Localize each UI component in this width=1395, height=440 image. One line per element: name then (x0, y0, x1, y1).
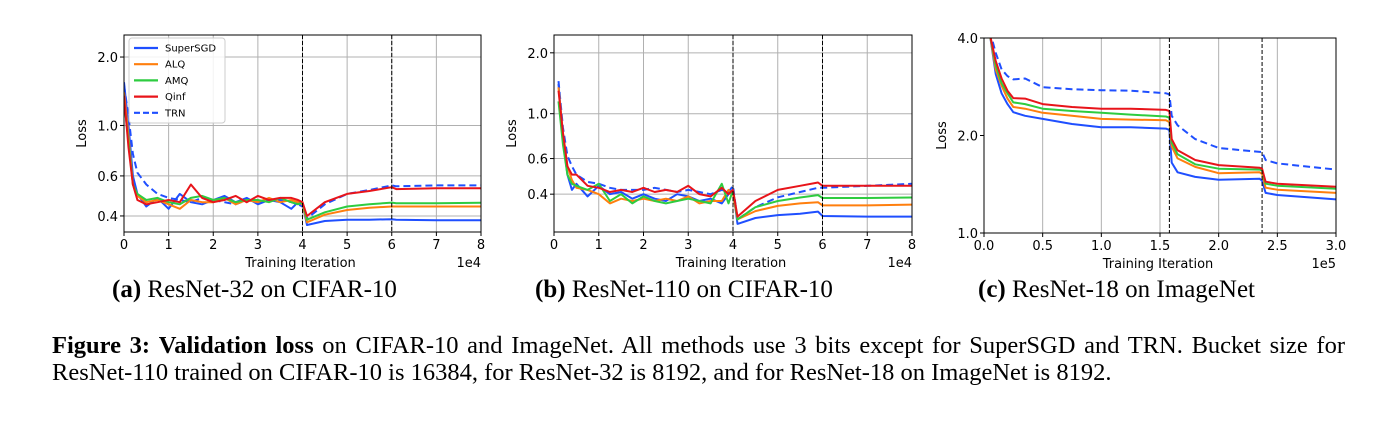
series-group (989, 38, 1336, 201)
chart-a: 0 1 2 3 4 5 6 7 8 0.4 0.6 1.0 2.0 Training Iteration 1… (75, 34, 485, 271)
x-tick-label: 3 (684, 238, 692, 253)
x-tick-label: 1.5 (1150, 239, 1171, 254)
y-tick-label: 2.0 (527, 47, 548, 62)
legend: SuperSGD ALQ AMQ Qinf TRN (128, 37, 226, 124)
legend-label-amq: AMQ (165, 76, 188, 87)
legend-label-supersgd: SuperSGD (165, 44, 216, 55)
legend-box (128, 37, 226, 124)
legend-label-trn: TRN (164, 108, 186, 119)
y-tick-label: 2.0 (97, 51, 118, 66)
x-tick-label: 0 (550, 238, 558, 253)
y-tick-label: 1.0 (97, 119, 118, 134)
x-offset-label: 1e4 (887, 256, 912, 271)
x-tick-label: 3.0 (1326, 239, 1347, 254)
x-tick-label: 2 (209, 238, 217, 253)
series-line-trn (557, 81, 912, 221)
caption-bold: Validation loss (158, 332, 314, 359)
x-tick-label: 1 (595, 238, 603, 253)
subcaption-c: (c) ResNet-18 on ImageNet (978, 276, 1255, 304)
series-line-qinf (557, 90, 912, 218)
y-axis-label: Loss (935, 121, 950, 150)
legend-label-alq: ALQ (165, 60, 185, 71)
y-tick-label: 2.0 (957, 130, 978, 145)
x-tick-label: 0.0 (974, 239, 995, 254)
series-group (124, 82, 481, 226)
x-tick-label: 4 (729, 238, 737, 253)
series-line-alq (124, 92, 481, 224)
x-axis-label: Training Iteration (675, 256, 787, 271)
x-axis-label: Training Iteration (1102, 257, 1214, 272)
series-line-supersgd (557, 84, 912, 225)
plot-frame (983, 37, 1337, 234)
subcaption-c-label: (c) (978, 276, 1006, 303)
figure-caption: Figure 3: Validation loss on CIFAR-10 an… (52, 332, 1346, 386)
x-tick-label: 2.5 (1267, 239, 1288, 254)
x-tick-label: 0 (120, 238, 128, 253)
plot-frame (553, 34, 913, 233)
x-tick-label: 6 (818, 238, 826, 253)
series-line-alq (989, 38, 1336, 194)
y-tick-label: 4.0 (957, 32, 978, 47)
y-tick-label: 1.0 (957, 227, 978, 242)
subcaption-b-label: (b) (535, 276, 566, 303)
series-line-amq (557, 101, 912, 221)
y-tick-label: 0.4 (527, 188, 548, 203)
x-tick-label: 1.0 (1091, 239, 1112, 254)
x-tick-label: 2 (639, 238, 647, 253)
series-line-trn (990, 38, 1336, 171)
x-offset-label: 1e5 (1311, 257, 1336, 272)
x-tick-label: 3 (254, 238, 262, 253)
y-axis-label: Loss (505, 119, 520, 148)
series-line-qinf (989, 38, 1336, 188)
chart-c: 0.0 0.5 1.0 1.5 2.0 2.5 3.0 1.0 2.0 4.0 Training I… (935, 32, 1347, 272)
subcaption-b-text: ResNet-110 on CIFAR-10 (565, 276, 833, 303)
series-line-qinf (124, 95, 481, 217)
y-tick-label: 0.4 (97, 210, 118, 225)
y-axis-label: Loss (75, 119, 90, 148)
x-axis-label: Training Iteration (244, 256, 356, 271)
caption-text: on CIFAR-10 and ImageNet. All methods us… (52, 332, 1346, 386)
subcaption-b: (b) ResNet-110 on CIFAR-10 (535, 276, 833, 304)
x-tick-label: 1 (164, 238, 172, 253)
x-tick-label: 0.5 (1032, 239, 1053, 254)
x-tick-label: 7 (863, 238, 871, 253)
subcaption-a: (a) ResNet-32 on CIFAR-10 (112, 276, 397, 304)
subcaption-a-text: ResNet-32 on CIFAR-10 (141, 276, 397, 303)
x-tick-label: 8 (908, 238, 916, 253)
subcaption-a-label: (a) (112, 276, 142, 303)
x-tick-label: 4 (298, 238, 306, 253)
series-line-amq (989, 38, 1336, 190)
series-line-supersgd (989, 38, 1336, 201)
x-tick-label: 5 (343, 238, 351, 253)
x-tick-label: 5 (774, 238, 782, 253)
plot-frame (123, 34, 482, 233)
x-tick-label: 7 (432, 238, 440, 253)
subcaption-c-text: ResNet-18 on ImageNet (1005, 276, 1255, 303)
x-tick-label: 2.0 (1208, 239, 1229, 254)
legend-label-qinf: Qinf (165, 92, 186, 103)
y-tick-label: 1.0 (527, 108, 548, 123)
series-line-trn (124, 85, 481, 220)
chart-b: 0 1 2 3 4 5 6 7 8 0.4 0.6 1.0 2.0 Training Iteration 1… (505, 34, 916, 271)
x-tick-label: 6 (388, 238, 396, 253)
series-group (557, 81, 912, 225)
x-tick-label: 8 (477, 238, 485, 253)
y-tick-label: 0.6 (527, 153, 548, 168)
y-tick-label: 0.6 (97, 170, 118, 185)
figure-label: Figure 3: (52, 332, 151, 359)
x-offset-label: 1e4 (456, 256, 481, 271)
